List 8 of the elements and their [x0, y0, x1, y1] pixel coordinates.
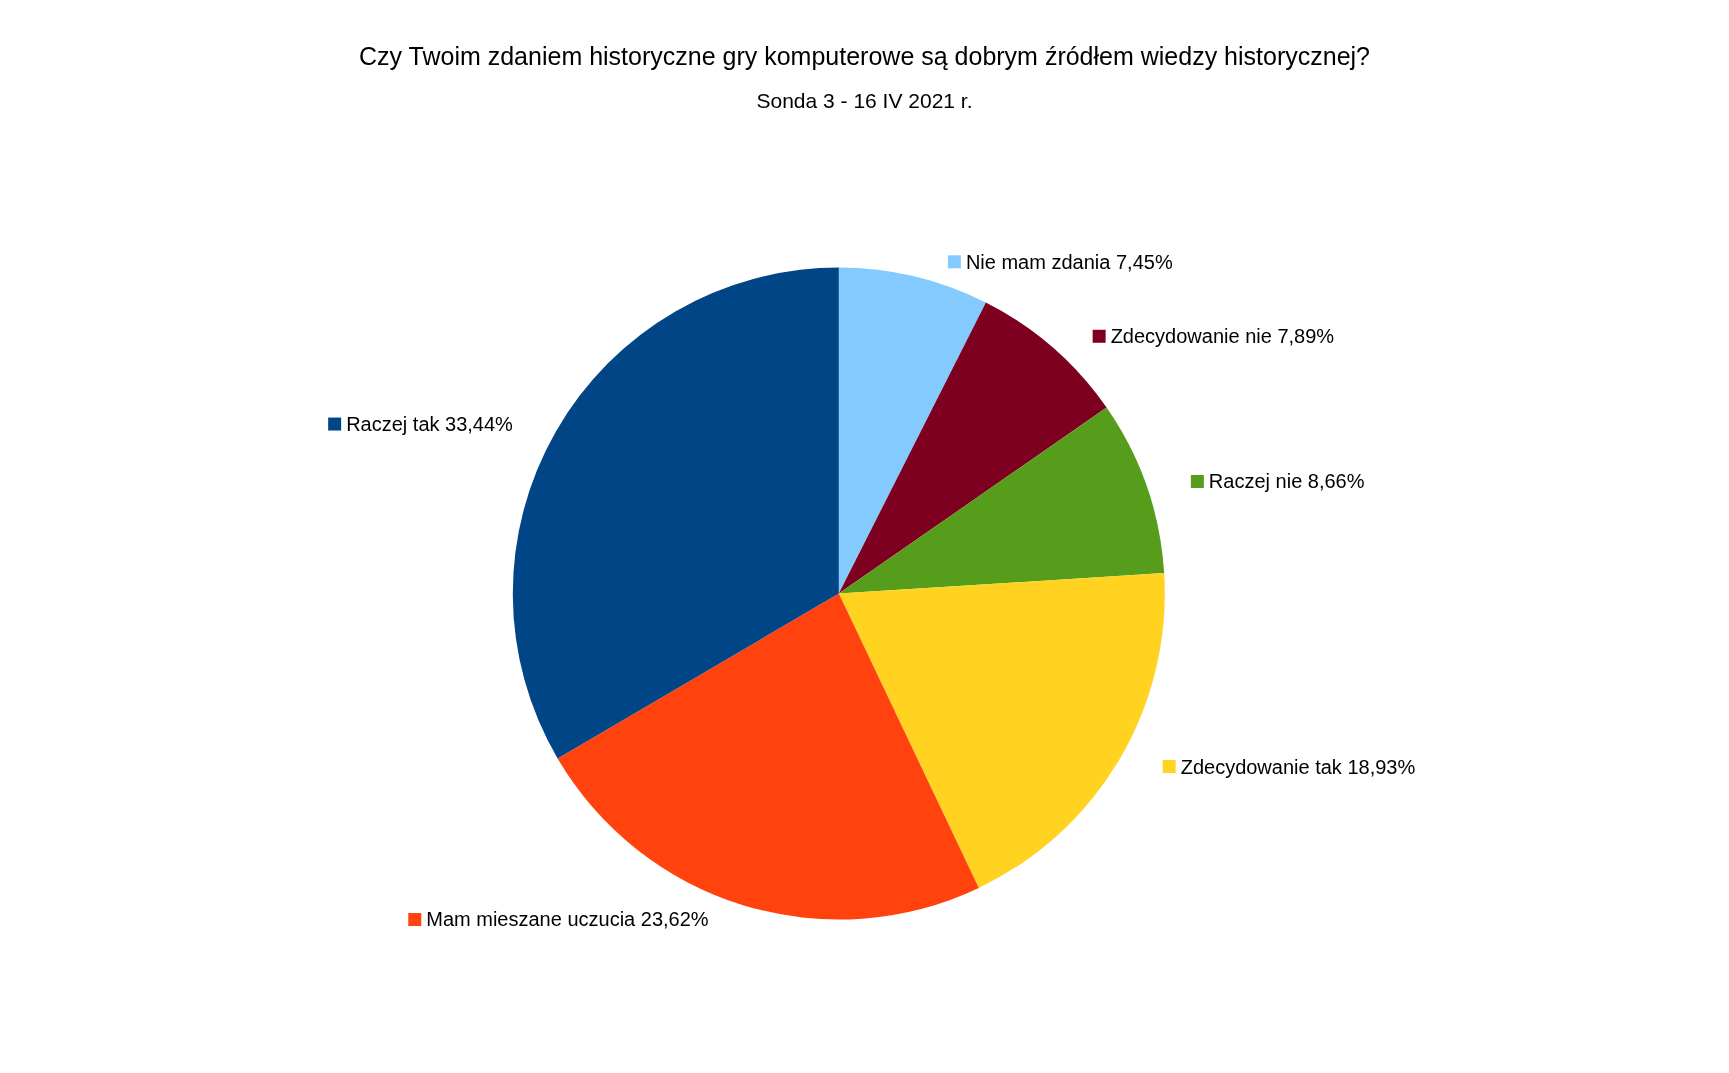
legend-label: Nie mam zdania 7,45%: [965, 250, 1173, 273]
legend-label: Raczej tak 33,44%: [346, 413, 514, 436]
legend-label: Zdecydowanie nie 7,89%: [1110, 325, 1335, 348]
chart-subtitle: Sonda 3 - 16 IV 2021 r.: [756, 89, 973, 112]
legend-label: Mam mieszane uczucia 23,62%: [426, 908, 709, 931]
legend-label: Raczej nie 8,66%: [1208, 470, 1365, 493]
chart-title: Czy Twoim zdaniem historyczne gry komputerowe są dobrym źródłem wiedzy historycznej?: [358, 41, 1371, 70]
legend-label: Zdecydowanie tak 18,93%: [1180, 755, 1416, 778]
